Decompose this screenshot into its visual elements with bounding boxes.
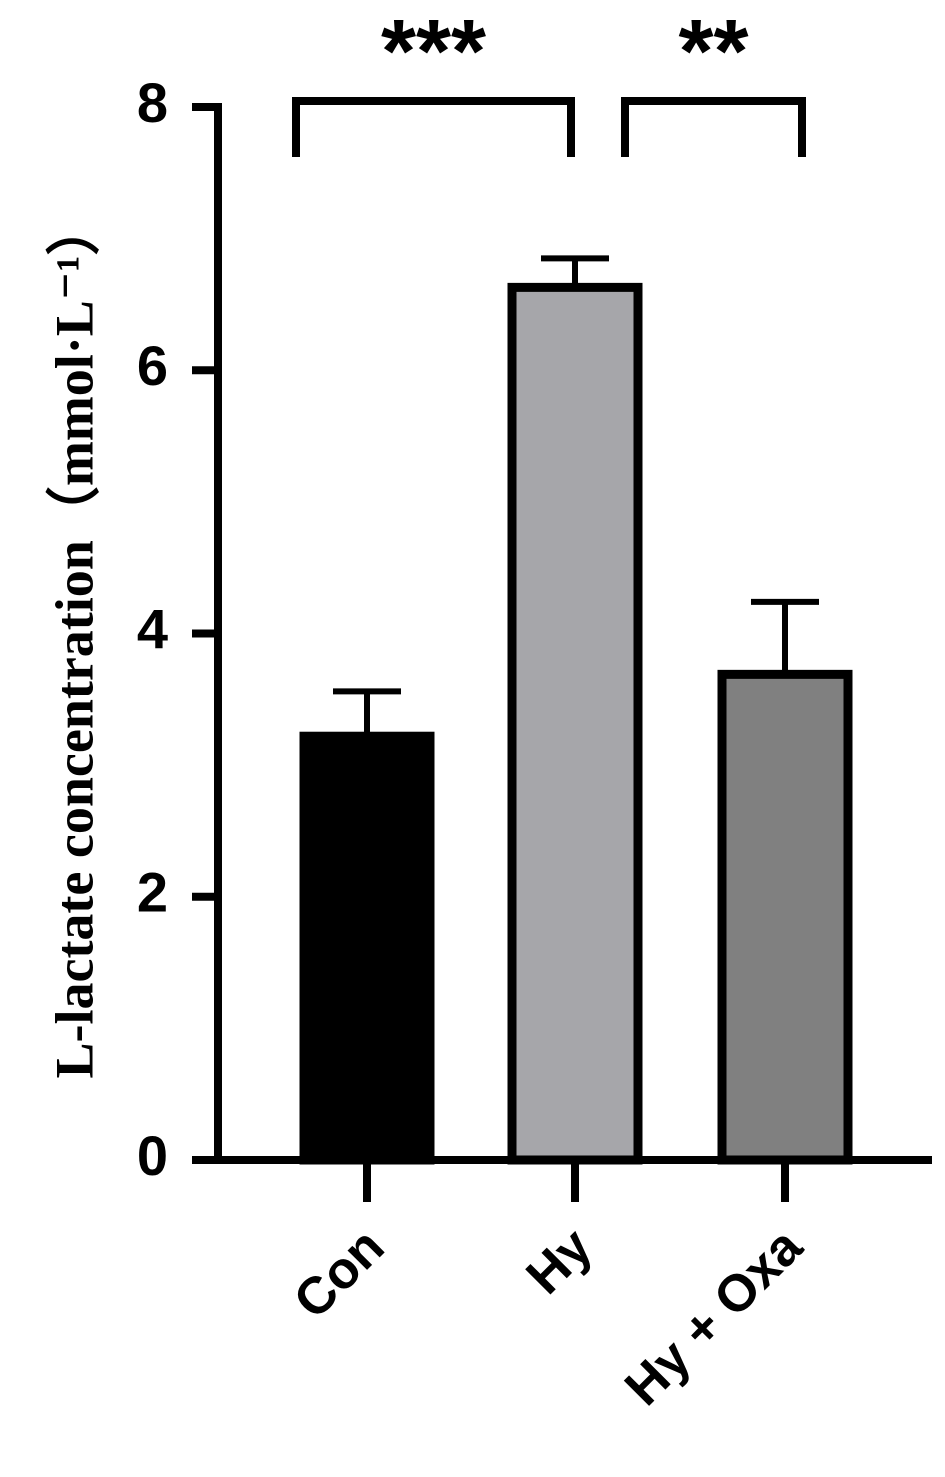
- error-bar: [541, 255, 609, 284]
- y-tick-label: 0: [137, 1124, 168, 1187]
- error-bar: [333, 688, 401, 733]
- y-tick-label: 6: [137, 334, 168, 397]
- significance-bracket: [292, 97, 575, 157]
- y-tick-label: 8: [137, 71, 168, 134]
- bar: [507, 282, 643, 1165]
- error-bar: [751, 598, 819, 671]
- y-tick-label: 2: [137, 861, 168, 924]
- y-axis-label: L-lactate concentration（mmol·L⁻¹）: [44, 201, 104, 1078]
- bar: [717, 669, 853, 1165]
- bar: [299, 731, 435, 1165]
- significance-bracket: [621, 97, 806, 157]
- significance-label: **: [678, 2, 748, 102]
- x-tick-label: Hy: [515, 1217, 603, 1305]
- x-tick-label: Hy + Oxa: [614, 1217, 814, 1417]
- y-tick-label: 4: [137, 597, 168, 660]
- significance-label: ***: [381, 2, 486, 102]
- x-tick-label: Con: [283, 1217, 395, 1329]
